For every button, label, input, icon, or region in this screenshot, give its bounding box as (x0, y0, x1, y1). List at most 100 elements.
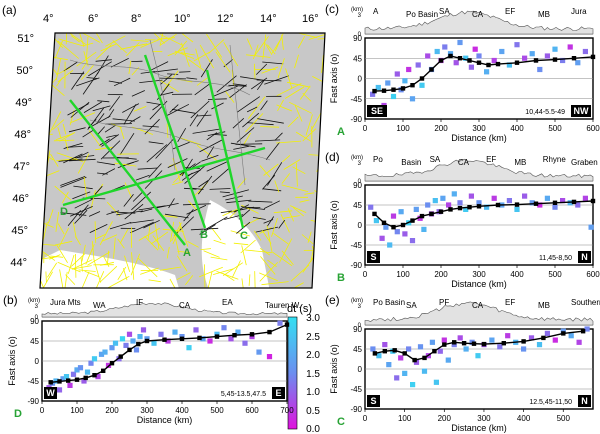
data-point (433, 379, 439, 385)
y-tick-label: 90 (353, 325, 362, 334)
profile-label-a: A (183, 247, 191, 259)
splitting-bar (82, 42, 94, 47)
lon-tick-label: 6° (88, 13, 99, 25)
splitting-bar (55, 58, 61, 81)
splitting-bar (82, 271, 90, 288)
data-point (429, 339, 435, 345)
lat-tick-label: 46° (12, 193, 29, 205)
splitting-bar (140, 38, 162, 48)
splitting-bar (77, 33, 85, 47)
splitting-bar (179, 221, 189, 247)
splitting-bar (273, 210, 293, 214)
splitting-bar (176, 272, 191, 281)
splitting-bar (230, 230, 250, 237)
panel-a-label: (a) (2, 3, 17, 17)
splitting-bar (198, 266, 223, 278)
splitting-bar (240, 239, 256, 254)
splitting-bar (176, 255, 188, 272)
lon-tick-label: 12° (217, 13, 234, 25)
y-tick-label: 45 (353, 201, 362, 210)
data-point (453, 60, 459, 66)
mean-point (533, 201, 539, 206)
splitting-bar (234, 204, 250, 213)
splitting-bar (113, 77, 131, 87)
splitting-bar (59, 269, 64, 288)
profile-label-b: B (200, 229, 208, 241)
data-point (468, 64, 474, 70)
splitting-bar (308, 33, 325, 40)
splitting-bar (102, 168, 116, 176)
ligurian-sea (40, 250, 180, 288)
splitting-bar (97, 126, 105, 135)
splitting-bar (274, 132, 283, 141)
splitting-bar (281, 34, 284, 50)
mean-point (476, 204, 482, 209)
splitting-bar (40, 271, 53, 288)
splitting-bar (119, 132, 135, 156)
data-point (379, 235, 385, 241)
splitting-bar (262, 34, 267, 60)
data-point (386, 362, 392, 368)
splitting-bar (57, 127, 62, 140)
mean-point (162, 337, 167, 342)
splitting-bar (122, 103, 140, 113)
splitting-bar (314, 240, 325, 264)
data-point (172, 329, 178, 335)
splitting-bar (285, 68, 293, 89)
lon-tick-label: 16° (302, 13, 319, 25)
splitting-bar (263, 219, 274, 224)
data-point (441, 337, 447, 343)
splitting-bar (132, 190, 144, 202)
splitting-bar (96, 55, 109, 75)
topo-region-label: CA (179, 301, 191, 310)
data-point (158, 331, 164, 337)
splitting-bar (264, 75, 290, 85)
splitting-bar (241, 204, 259, 214)
splitting-bar (84, 270, 100, 278)
data-point (81, 378, 87, 384)
y-tick-label: 0 (358, 75, 363, 84)
splitting-bar (186, 204, 207, 215)
splitting-bar (49, 254, 61, 260)
splitting-bar (152, 68, 178, 73)
splitting-bar (212, 268, 234, 275)
splitting-bar (180, 52, 195, 56)
data-point (506, 198, 512, 204)
elev-unit-label: (km) (28, 298, 40, 304)
data-point (425, 202, 431, 208)
mean-point (197, 335, 202, 341)
data-point (402, 231, 408, 237)
splitting-bar (168, 198, 175, 209)
splitting-bar (40, 71, 52, 84)
splitting-bar (55, 240, 73, 246)
mean-point (372, 211, 377, 217)
splitting-bar (94, 233, 107, 240)
splitting-bar (56, 67, 71, 76)
data-point (385, 80, 391, 86)
splitting-bar (157, 37, 175, 40)
splitting-bar (295, 131, 312, 142)
splitting-bar (257, 118, 284, 124)
splitting-bar (201, 154, 219, 162)
mean-point (533, 58, 539, 63)
y-tick-label: 90 (30, 317, 39, 326)
y-tick-label: 45 (353, 54, 362, 63)
splitting-bar (160, 266, 182, 271)
y-tick-label: 45 (353, 345, 362, 354)
corner-left-bg (44, 387, 57, 399)
data-point (560, 57, 566, 64)
chart-panel-label: (c) (325, 2, 339, 16)
mean-point (486, 62, 491, 68)
splitting-bar (50, 255, 64, 258)
splitting-bar (267, 162, 283, 186)
data-point (457, 335, 463, 341)
splitting-bar (88, 130, 102, 148)
splitting-bar (222, 209, 238, 217)
data-point (228, 336, 234, 342)
splitting-bar (150, 231, 169, 245)
splitting-bar (144, 235, 159, 251)
mean-point (481, 341, 487, 347)
data-point (409, 238, 416, 244)
mean-point (391, 87, 396, 92)
